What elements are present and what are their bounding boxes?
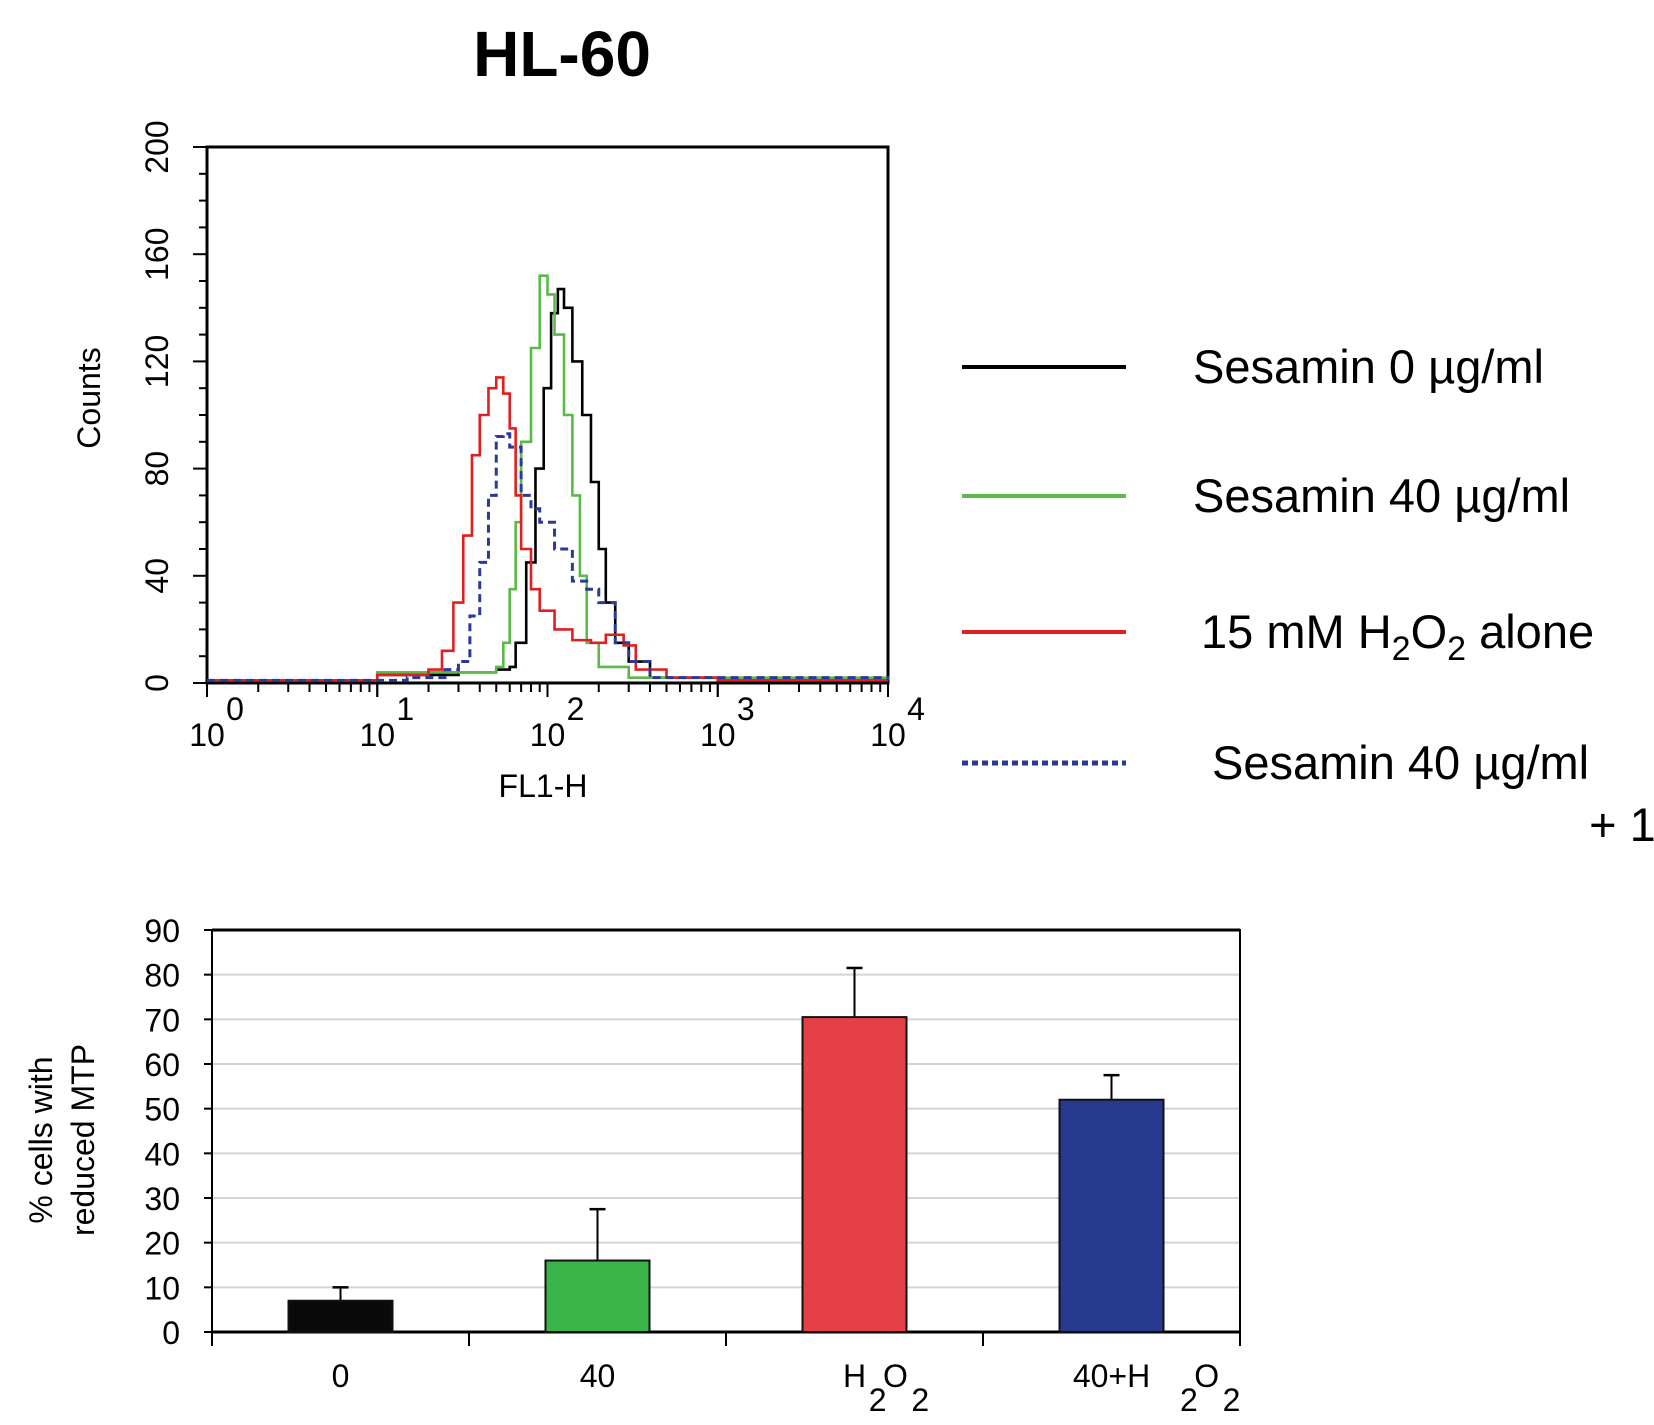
- subscript: 2: [1180, 1382, 1198, 1418]
- text-segment: O: [1194, 1358, 1219, 1394]
- bar-3: [1058, 1098, 1165, 1333]
- text-segment: O: [883, 1358, 908, 1394]
- text-segment: Sesamin 40 µg/ml: [1212, 736, 1589, 789]
- text-segment: 40+H: [1073, 1358, 1150, 1394]
- y-tick-label: 70: [144, 1002, 180, 1038]
- subscript: 2: [1223, 1382, 1241, 1418]
- text-segment: 0: [332, 1358, 350, 1394]
- y-axis-label-line-1: % cells with: [23, 1056, 59, 1223]
- y-tick-label: 20: [144, 1226, 180, 1262]
- x-tick-label-exponent: 4: [907, 691, 925, 727]
- x-tick-label-exponent: 3: [737, 691, 755, 727]
- y-axis-label: Counts: [71, 347, 107, 448]
- bar-2: [801, 1016, 908, 1333]
- x-tick-label-base: 10: [359, 717, 395, 753]
- text-segment: 40: [580, 1358, 616, 1394]
- histogram-series-1: [207, 274, 890, 682]
- y-tick-label: 50: [144, 1092, 180, 1128]
- x-category-label: 0: [332, 1358, 350, 1394]
- bar-0: [287, 1299, 394, 1333]
- x-category-label: 40: [580, 1358, 616, 1394]
- y-tick-label: 160: [139, 228, 175, 281]
- x-axis-label: FL1-H: [499, 768, 588, 804]
- text-segment: 15 mM H: [1201, 605, 1392, 658]
- subscript: 2: [911, 1382, 929, 1418]
- x-category-label: H2O2: [843, 1358, 929, 1418]
- histogram-series-0: [207, 287, 888, 682]
- legend-label-2: 15 mM H2O2 alone: [1201, 605, 1594, 668]
- text-segment: H: [843, 1358, 866, 1394]
- x-tick-label-exponent: 2: [567, 691, 585, 727]
- y-tick-label: 40: [144, 1136, 180, 1172]
- legend-label-1: Sesamin 40 µg/ml: [1193, 469, 1570, 522]
- subscript: 2: [1392, 630, 1411, 668]
- histogram-series-2: [207, 376, 888, 682]
- y-tick-label: 80: [139, 451, 175, 487]
- y-tick-label: 60: [144, 1047, 180, 1083]
- y-tick-label: 0: [162, 1315, 180, 1351]
- y-tick-label: 40: [139, 558, 175, 594]
- x-tick-label-exponent: 1: [396, 691, 414, 727]
- x-tick-label-base: 10: [700, 717, 736, 753]
- x-tick-label-exponent: 0: [226, 691, 244, 727]
- figure-title: HL-60: [473, 18, 651, 90]
- text-segment: Sesamin 0 µg/ml: [1193, 340, 1544, 393]
- bar-1: [544, 1259, 651, 1333]
- y-tick-label: 90: [144, 913, 180, 949]
- text-segment: O: [1411, 605, 1448, 658]
- y-tick-label: 10: [144, 1270, 180, 1306]
- y-tick-label: 80: [144, 958, 180, 994]
- plot-frame: [205, 145, 890, 685]
- y-tick-label: 0: [139, 674, 175, 692]
- x-tick-label-base: 10: [530, 717, 566, 753]
- text-segment: + 15 mM H: [1589, 798, 1654, 851]
- legend-label-3: Sesamin 40 µg/ml+ 15 mM H2O2: [1212, 736, 1654, 861]
- y-tick-label: 30: [144, 1181, 180, 1217]
- y-tick-label: 200: [139, 120, 175, 173]
- text-segment: alone: [1466, 605, 1594, 658]
- x-category-label: 40+H 2O2: [1073, 1358, 1241, 1418]
- y-axis-label-line-2: reduced MTP: [65, 1044, 101, 1236]
- y-tick-label: 120: [139, 335, 175, 388]
- x-tick-label-base: 10: [189, 717, 225, 753]
- x-tick-label-base: 10: [870, 717, 906, 753]
- legend-label-0: Sesamin 0 µg/ml: [1193, 340, 1544, 393]
- text-segment: Sesamin 40 µg/ml: [1193, 469, 1570, 522]
- subscript: 2: [1447, 630, 1466, 668]
- histogram-series-3: [207, 432, 890, 682]
- subscript: 2: [869, 1382, 887, 1418]
